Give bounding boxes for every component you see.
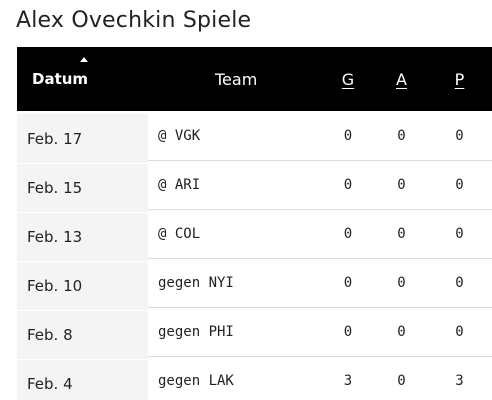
cell-goals: 0 <box>343 225 353 242</box>
cell-date: Feb. 15 <box>17 163 148 212</box>
cell-date: Feb. 13 <box>17 212 148 261</box>
cell-points: 0 <box>455 323 464 340</box>
cell-team: gegen NYI <box>158 274 234 291</box>
table-body: Feb. 17 @ VGK 0 0 0 Feb. 15 @ ARI 0 0 0 … <box>17 111 492 400</box>
table-header-row: Datum Team G A P <box>17 47 492 111</box>
cell-assists: 0 <box>397 176 406 193</box>
cell-points: 0 <box>455 176 464 193</box>
cell-goals: 0 <box>343 128 353 145</box>
cell-goals: 0 <box>343 176 353 193</box>
table-row: Feb. 15 @ ARI 0 0 0 <box>17 160 492 212</box>
cell-assists: 0 <box>397 274 406 291</box>
cell-assists: 0 <box>397 372 406 389</box>
column-header-team[interactable]: Team <box>148 47 320 111</box>
sort-arrow-up-icon <box>80 57 88 62</box>
page-title: Alex Ovechkin Spiele <box>16 8 252 33</box>
cell-goals: 3 <box>343 372 353 389</box>
cell-assists: 0 <box>397 225 406 242</box>
cell-date: Feb. 4 <box>17 359 148 400</box>
cell-points: 3 <box>455 372 464 389</box>
table-row: Feb. 17 @ VGK 0 0 0 <box>17 111 492 163</box>
cell-team: @ COL <box>158 225 201 242</box>
cell-date: Feb. 17 <box>17 114 148 163</box>
column-header-team-label: Team <box>215 69 258 89</box>
column-header-date-label: Datum <box>32 70 89 88</box>
cell-assists: 0 <box>397 128 406 145</box>
column-header-goals-label[interactable]: G <box>341 69 355 89</box>
table-header: Datum Team G A P <box>17 47 492 111</box>
cell-goals: 0 <box>343 323 353 340</box>
cell-points: 0 <box>455 128 464 145</box>
table-row: Feb. 13 @ COL 0 0 0 <box>17 209 492 261</box>
cell-team: gegen PHI <box>158 323 234 340</box>
table-row: Feb. 4 gegen LAK 3 0 3 <box>17 356 492 400</box>
table-row: Feb. 10 gegen NYI 0 0 0 <box>17 258 492 310</box>
column-header-points[interactable]: P <box>427 47 492 111</box>
games-table: Datum Team G A P Feb. 17 @ VGK 0 0 0 Feb… <box>17 47 492 400</box>
cell-points: 0 <box>455 274 464 291</box>
cell-team: @ ARI <box>158 176 201 193</box>
cell-goals: 0 <box>343 274 353 291</box>
cell-points: 0 <box>455 225 464 242</box>
column-header-goals[interactable]: G <box>320 47 376 111</box>
column-header-points-label[interactable]: P <box>454 69 465 89</box>
cell-assists: 0 <box>397 323 406 340</box>
table-row: Feb. 8 gegen PHI 0 0 0 <box>17 307 492 359</box>
cell-date: Feb. 8 <box>17 310 148 359</box>
cell-date: Feb. 10 <box>17 261 148 310</box>
cell-team: gegen LAK <box>158 372 234 389</box>
cell-team: @ VGK <box>158 128 201 145</box>
column-header-date[interactable]: Datum <box>17 47 148 111</box>
column-header-assists-label[interactable]: A <box>396 69 407 89</box>
column-header-assists[interactable]: A <box>376 47 427 111</box>
